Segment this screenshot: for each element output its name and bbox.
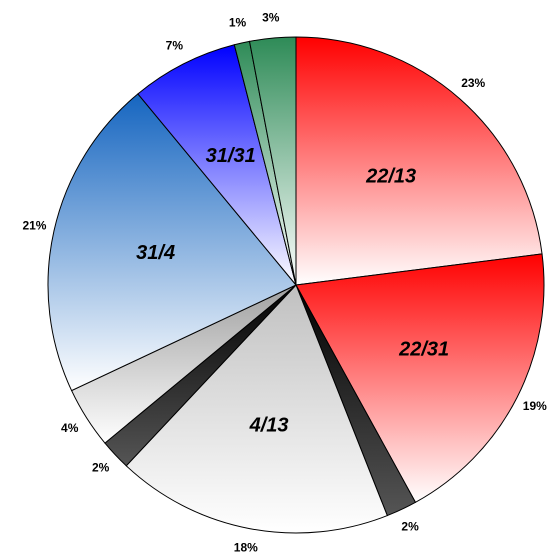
category-label: 22/13 bbox=[365, 165, 416, 187]
category-label: 4/13 bbox=[249, 415, 289, 437]
value-label: 2% bbox=[401, 520, 419, 534]
value-label: 3% bbox=[262, 10, 280, 24]
pie-slice bbox=[137, 44, 297, 286]
value-label: 19% bbox=[523, 399, 547, 413]
pie-slice bbox=[295, 253, 545, 504]
pie-slice bbox=[295, 36, 543, 286]
value-label: 7% bbox=[166, 38, 184, 52]
value-label: 4% bbox=[61, 421, 79, 435]
pie-slice bbox=[47, 93, 297, 392]
pie-slice bbox=[125, 284, 388, 534]
pie-slice bbox=[248, 36, 297, 286]
value-label: 1% bbox=[229, 16, 247, 30]
value-label: 2% bbox=[92, 461, 110, 475]
category-label: 31/4 bbox=[136, 242, 175, 264]
value-label: 18% bbox=[234, 540, 258, 554]
category-label: 22/31 bbox=[398, 339, 449, 361]
category-label: 31/31 bbox=[206, 145, 256, 167]
value-label: 23% bbox=[461, 76, 485, 90]
value-label: 21% bbox=[22, 219, 46, 233]
